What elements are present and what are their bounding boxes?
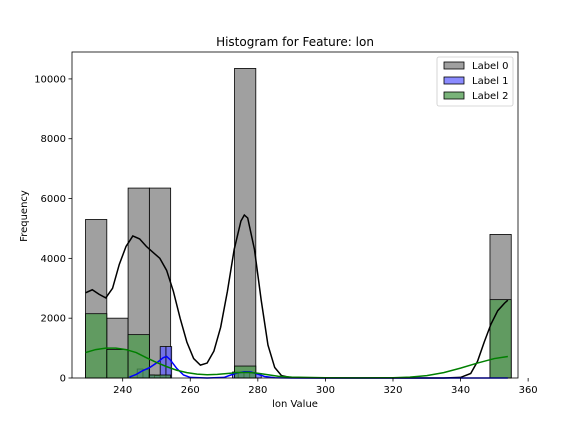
legend-swatch: [444, 92, 464, 99]
y-tick-label: 4000: [41, 254, 66, 265]
x-axis-label: lon Value: [272, 399, 318, 410]
y-tick-label: 8000: [41, 134, 66, 145]
x-tick-label: 320: [383, 385, 402, 396]
y-tick-label: 0: [60, 374, 66, 385]
legend: Label 0 Label 1 Label 2: [437, 57, 513, 106]
y-axis-label: Frequency: [19, 190, 30, 242]
legend-label: Label 1: [472, 76, 509, 87]
x-tick-label: 260: [181, 385, 200, 396]
x-tick-label: 280: [248, 385, 267, 396]
legend-label: Label 0: [472, 61, 509, 72]
x-tick-label: 300: [316, 385, 335, 396]
y-tick-label: 10000: [34, 74, 66, 85]
y-tick-label: 6000: [41, 194, 66, 205]
y-axis-ticks: 0 2000 4000 6000 8000 10000: [34, 74, 72, 384]
y-tick-label: 2000: [41, 314, 66, 325]
kde-line-label-1: [129, 356, 507, 378]
bar-label-2-5: [490, 300, 511, 378]
bar-label-1-5: [166, 347, 172, 378]
legend-swatch: [444, 77, 464, 84]
bar-label-2-3: [149, 375, 170, 378]
bars-layer: [86, 68, 512, 378]
x-tick-label: 240: [113, 385, 132, 396]
chart-title: Histogram for Feature: lon: [216, 35, 374, 49]
bar-label-1-4: [160, 347, 166, 378]
legend-swatch: [444, 62, 464, 69]
x-tick-label: 360: [519, 385, 538, 396]
bar-label-0-4: [235, 68, 256, 378]
x-tick-label: 340: [451, 385, 470, 396]
bar-label-2-1: [107, 350, 128, 378]
bar-label-2-0: [86, 314, 107, 378]
legend-label: Label 2: [472, 91, 509, 102]
x-axis-ticks: 240 260 280 300 320 340 360: [113, 378, 538, 396]
bar-label-2-2: [128, 335, 149, 378]
